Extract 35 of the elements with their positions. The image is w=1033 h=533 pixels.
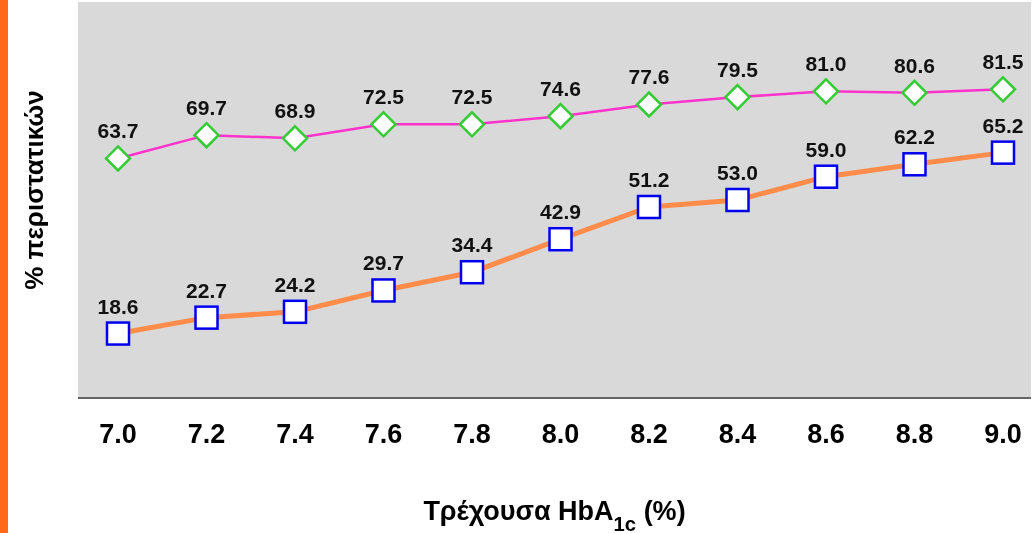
x-tick-label: 7.2 [187,419,226,450]
data-label: 62.2 [894,125,935,149]
data-label: 24.2 [274,272,316,296]
data-label: 80.6 [894,53,935,77]
x-tick-label: 8.8 [895,419,934,450]
data-label: 18.6 [97,294,139,318]
x-tick-label: 8.6 [807,419,845,450]
data-label: 42.9 [540,200,581,224]
data-label: 74.6 [540,77,581,101]
data-label: 72.5 [363,85,405,109]
data-label: 81.0 [805,52,847,76]
x-tick-label: 7.8 [453,419,491,450]
x-axis-title: Τρέχουσα HbA$_{1c}$ (%) [423,496,686,533]
x-tick-label: 9.0 [984,419,1022,450]
x-tick-label: 7.0 [99,419,137,450]
data-label: 77.6 [628,65,670,89]
x-tick-label: 7.6 [364,419,403,450]
data-label: 69.7 [186,96,227,120]
data-label: 34.4 [451,233,493,257]
x-tick-label: 8.2 [630,419,668,450]
x-tick-label: 7.4 [276,419,314,450]
x-tick-label: 8.4 [718,419,757,450]
data-label: 72.5 [451,85,493,109]
data-label: 59.0 [805,137,847,161]
data-label: 29.7 [363,251,404,275]
y-axis-title: % περιστατικών [18,90,50,290]
data-label: 79.5 [717,58,759,82]
data-label: 51.2 [628,167,670,191]
data-label: 81.5 [982,50,1024,74]
data-label: 53.0 [717,161,758,184]
data-label: 22.7 [186,278,227,302]
data-label: 68.9 [274,99,316,123]
x-tick-label: 8.0 [541,419,580,450]
data-label: 63.7 [97,119,139,143]
data-label: 65.2 [982,113,1024,137]
